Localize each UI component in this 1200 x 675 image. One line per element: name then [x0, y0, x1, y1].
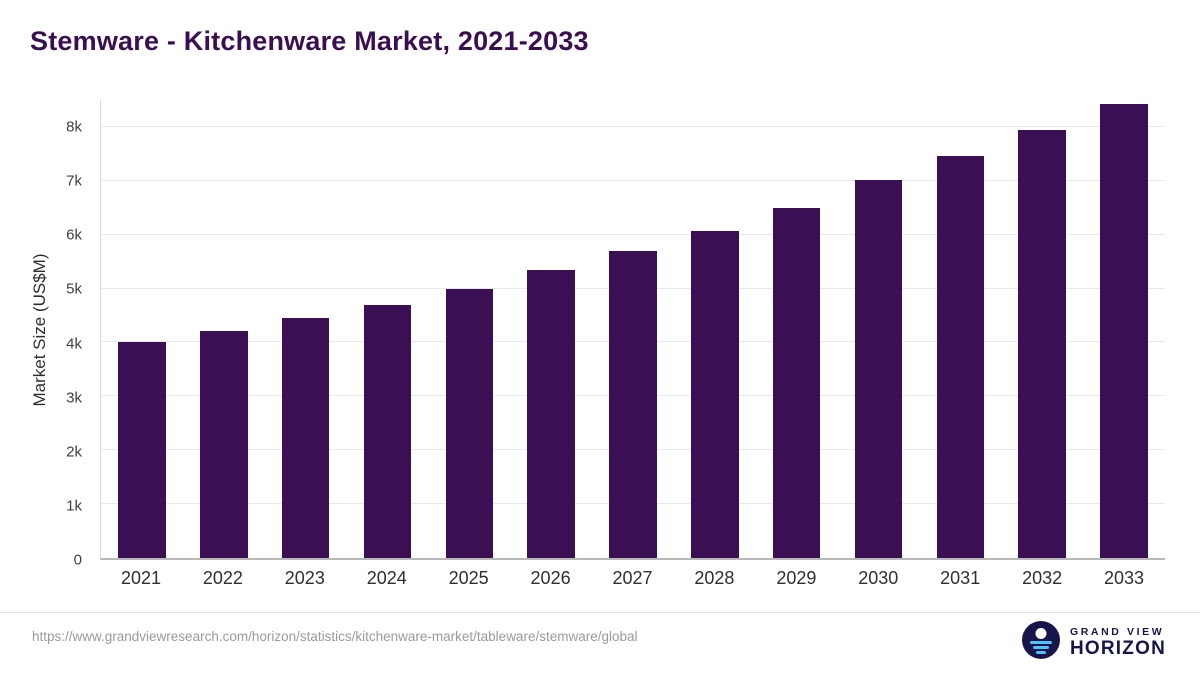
y-axis: 0 1k 2k 3k 4k 5k 6k 7k 8k	[0, 100, 92, 569]
x-tick-label: 2032	[1022, 568, 1063, 588]
x-tick-label: 2027	[612, 568, 653, 588]
bar-slot	[592, 100, 674, 558]
x-tick-label: 2030	[858, 568, 899, 588]
source-url-link[interactable]: https://www.grandviewresearch.com/horizo…	[32, 629, 638, 644]
y-tick-label: 3k	[66, 389, 82, 407]
x-tick-label: 2025	[448, 568, 489, 588]
brand-wordmark: GRAND VIEW HORIZON	[1070, 626, 1166, 660]
y-tick-label: 8k	[66, 118, 82, 136]
bar-2028[interactable]	[691, 230, 739, 558]
x-tick-label: 2021	[120, 568, 161, 588]
x-tick-label: 2033	[1104, 568, 1145, 588]
bar-slot	[756, 100, 838, 558]
plot-area	[100, 100, 1165, 560]
bar-2025[interactable]	[445, 288, 494, 558]
bar-slot	[101, 100, 183, 558]
bar-slot	[1001, 100, 1083, 558]
bar-slot	[919, 100, 1001, 558]
x-axis: 2021 2022 2023 2024 2025 2026 2027 2028 2029 2030…	[100, 568, 1165, 589]
bar-slot	[183, 100, 265, 558]
bar-2021[interactable]	[118, 342, 166, 558]
brand-line-1: GRAND VIEW	[1069, 625, 1165, 638]
bar-2032[interactable]	[1018, 129, 1066, 558]
bar-2029[interactable]	[772, 207, 821, 558]
bar-2026[interactable]	[527, 270, 575, 558]
bar-2023[interactable]	[281, 317, 330, 558]
bar-2024[interactable]	[363, 304, 412, 558]
brand-line-2: HORIZON	[1069, 637, 1166, 659]
x-tick-label: 2028	[694, 568, 735, 588]
y-tick-label: 4k	[66, 335, 82, 353]
bar-2027[interactable]	[609, 251, 657, 558]
gridline	[101, 125, 1165, 127]
x-tick-label: 2029	[776, 568, 817, 588]
bar-2033[interactable]	[1100, 104, 1148, 558]
x-tick-label: 2022	[202, 568, 243, 588]
y-tick-label: 1k	[66, 497, 82, 515]
y-tick-label: 5k	[66, 280, 82, 298]
bar-slot	[347, 100, 429, 558]
bar-slot	[1083, 100, 1165, 558]
footer-divider	[0, 612, 1200, 613]
bar-2022[interactable]	[200, 330, 248, 558]
bar-2031[interactable]	[936, 155, 985, 558]
x-tick-label: 2023	[284, 568, 325, 588]
y-tick-label: 6k	[66, 226, 82, 244]
bar-slot	[674, 100, 756, 558]
horizon-logo-icon	[1021, 621, 1060, 664]
y-tick-label: 0	[73, 551, 82, 569]
bar-slot	[428, 100, 510, 558]
bars-container	[101, 100, 1165, 558]
chart-title: Stemware - Kitchenware Market, 2021-2033	[30, 26, 589, 56]
gridline	[101, 179, 1165, 181]
brand-logo[interactable]: GRAND VIEW HORIZON	[1021, 621, 1166, 664]
bar-slot	[838, 100, 920, 558]
bar-2030[interactable]	[854, 179, 903, 558]
bar-slot	[510, 100, 592, 558]
x-tick-label: 2026	[530, 568, 571, 588]
y-tick-label: 7k	[66, 172, 82, 190]
x-tick-label: 2024	[366, 568, 407, 588]
bar-slot	[265, 100, 347, 558]
y-tick-label: 2k	[66, 443, 82, 461]
gridline	[101, 233, 1165, 235]
x-tick-label: 2031	[940, 568, 981, 588]
